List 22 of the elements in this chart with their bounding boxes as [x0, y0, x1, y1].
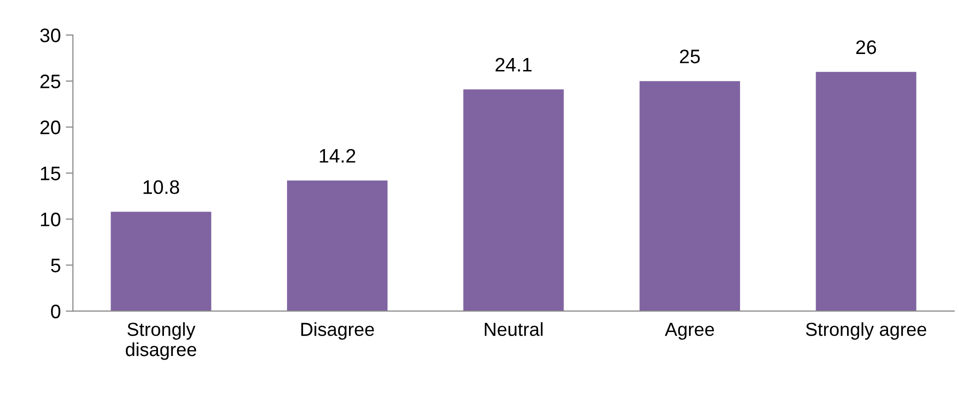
x-tick-label: Strongly disagree	[126, 322, 196, 360]
bar	[463, 89, 564, 312]
data-label: 24.1	[496, 58, 532, 72]
y-tick-label: 10	[40, 212, 60, 226]
y-tick-label: 20	[40, 120, 60, 134]
y-tick-label: 0	[51, 304, 60, 318]
bar	[640, 81, 740, 312]
x-tick-label: Strongly agree	[806, 322, 926, 340]
data-label: 14.2	[320, 148, 356, 163]
x-tick-label: Agree	[664, 322, 714, 340]
y-tick-label: 30	[40, 28, 60, 42]
bar	[816, 72, 916, 312]
data-label: 10.8	[144, 180, 180, 194]
bar	[287, 180, 388, 312]
data-label: 25	[680, 50, 700, 64]
bar	[110, 212, 212, 312]
y-tick-label: 15	[40, 166, 60, 180]
x-tick-label: Disagree	[301, 322, 374, 340]
y-tick-label: 25	[40, 74, 60, 88]
data-label: 26	[856, 40, 876, 54]
x-tick-label: Neutral	[484, 322, 543, 336]
y-tick-label: 5	[51, 258, 60, 272]
